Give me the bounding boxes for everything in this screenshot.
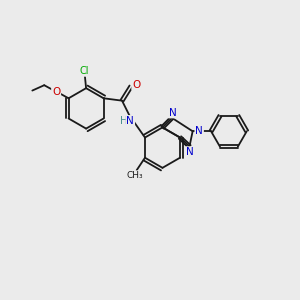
Text: O: O (132, 80, 140, 90)
Text: H: H (120, 116, 128, 126)
Text: O: O (52, 87, 60, 97)
Text: Cl: Cl (80, 66, 89, 76)
Text: N: N (169, 108, 176, 118)
Text: N: N (127, 116, 134, 126)
Text: N: N (195, 126, 203, 136)
Text: CH₃: CH₃ (126, 171, 143, 180)
Text: N: N (186, 147, 194, 157)
